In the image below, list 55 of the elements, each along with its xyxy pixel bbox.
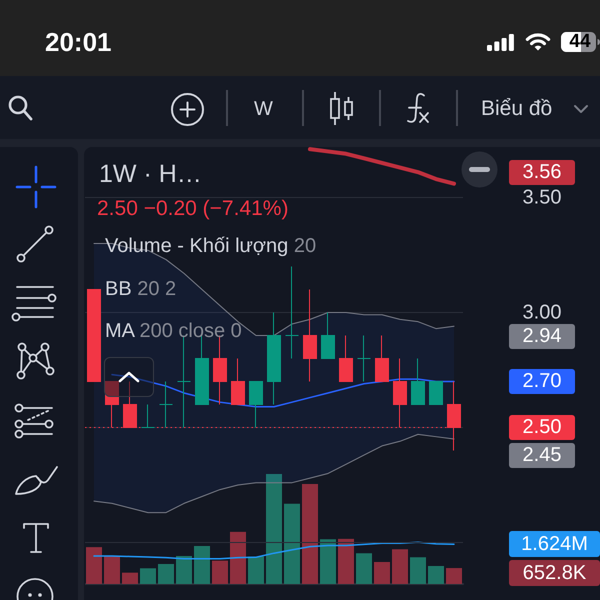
bar xyxy=(104,556,120,584)
candlestick xyxy=(411,358,425,405)
text: W xyxy=(254,98,273,120)
bar xyxy=(284,504,300,584)
bar xyxy=(86,547,102,584)
bar xyxy=(140,568,156,584)
text: 2.50 −0.20 (−7.41%) xyxy=(97,197,288,220)
text: 20:01 xyxy=(45,26,112,57)
bar xyxy=(374,562,390,584)
candlestick xyxy=(429,380,443,405)
text: 652.8K xyxy=(509,560,600,586)
ref-line-label: 2.50 xyxy=(509,414,575,440)
y-tick-label: 3.00 xyxy=(522,301,562,324)
candlestick xyxy=(357,334,371,382)
candlestick xyxy=(87,288,101,382)
bar xyxy=(392,549,408,584)
bar xyxy=(212,560,228,584)
bar xyxy=(122,572,138,584)
bar xyxy=(158,564,174,584)
bar xyxy=(320,539,336,584)
bar xyxy=(356,553,372,584)
bar xyxy=(176,556,192,584)
text: 2.94 xyxy=(509,324,575,350)
line-series xyxy=(94,434,454,514)
bar xyxy=(446,568,462,584)
annotation: Volume - Khối lượng 20 xyxy=(105,234,316,257)
bar xyxy=(428,566,444,584)
candlestick xyxy=(267,312,281,405)
text: 2.70 xyxy=(509,368,575,394)
bar xyxy=(410,557,426,584)
bar xyxy=(194,546,210,584)
candlestick xyxy=(249,380,263,428)
bar xyxy=(266,474,282,584)
text: 3.56 xyxy=(509,160,575,186)
candlestick xyxy=(321,312,335,359)
text: 1.624M xyxy=(509,531,600,558)
bar xyxy=(302,484,318,584)
line-series xyxy=(308,147,456,186)
bar xyxy=(230,532,246,584)
y-tick-label: 3.50 xyxy=(522,186,562,208)
candlestick xyxy=(285,266,299,359)
candlestick xyxy=(339,334,353,382)
text: 1W · H… xyxy=(99,160,202,188)
bar xyxy=(248,556,264,584)
text: 44 xyxy=(569,31,591,52)
annotation: BB 20 2 xyxy=(105,278,176,300)
candlestick xyxy=(231,358,245,405)
text: 2.45 xyxy=(509,442,575,468)
annotation: MA 200 close 0 xyxy=(105,320,242,342)
bar xyxy=(338,538,354,584)
candlestick xyxy=(375,334,389,382)
candlestick xyxy=(303,288,317,382)
text: Biểu đồ xyxy=(481,96,552,120)
candlestick xyxy=(141,404,155,428)
candlestick xyxy=(159,380,173,428)
